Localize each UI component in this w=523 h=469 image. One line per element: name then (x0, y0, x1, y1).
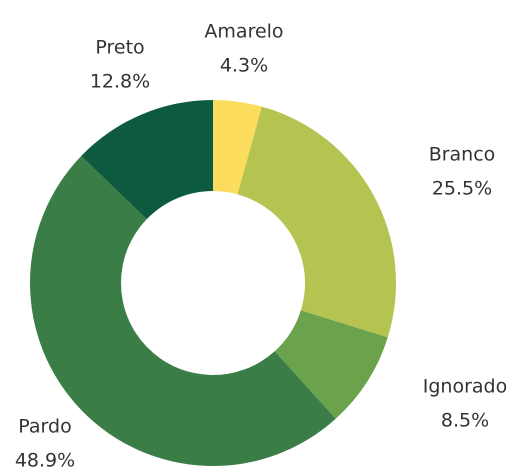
slice-value-label: 8.5% (441, 410, 489, 432)
slice-value-label: 4.3% (220, 55, 268, 77)
slice-label: Pardo (18, 416, 71, 438)
slice-label: Branco (429, 144, 496, 166)
slice-label: Preto (95, 37, 144, 59)
donut-slice (274, 310, 388, 419)
donut-slice (213, 100, 262, 195)
slice-label: Ignorado (423, 376, 507, 398)
slice-value-label: 25.5% (432, 178, 492, 200)
slice-value-label: 48.9% (15, 450, 75, 469)
donut-slice (237, 106, 396, 338)
donut-slice (81, 100, 214, 220)
slice-value-label: 12.8% (90, 71, 150, 93)
donut-slice (30, 156, 336, 466)
slice-label: Amarelo (204, 21, 283, 43)
